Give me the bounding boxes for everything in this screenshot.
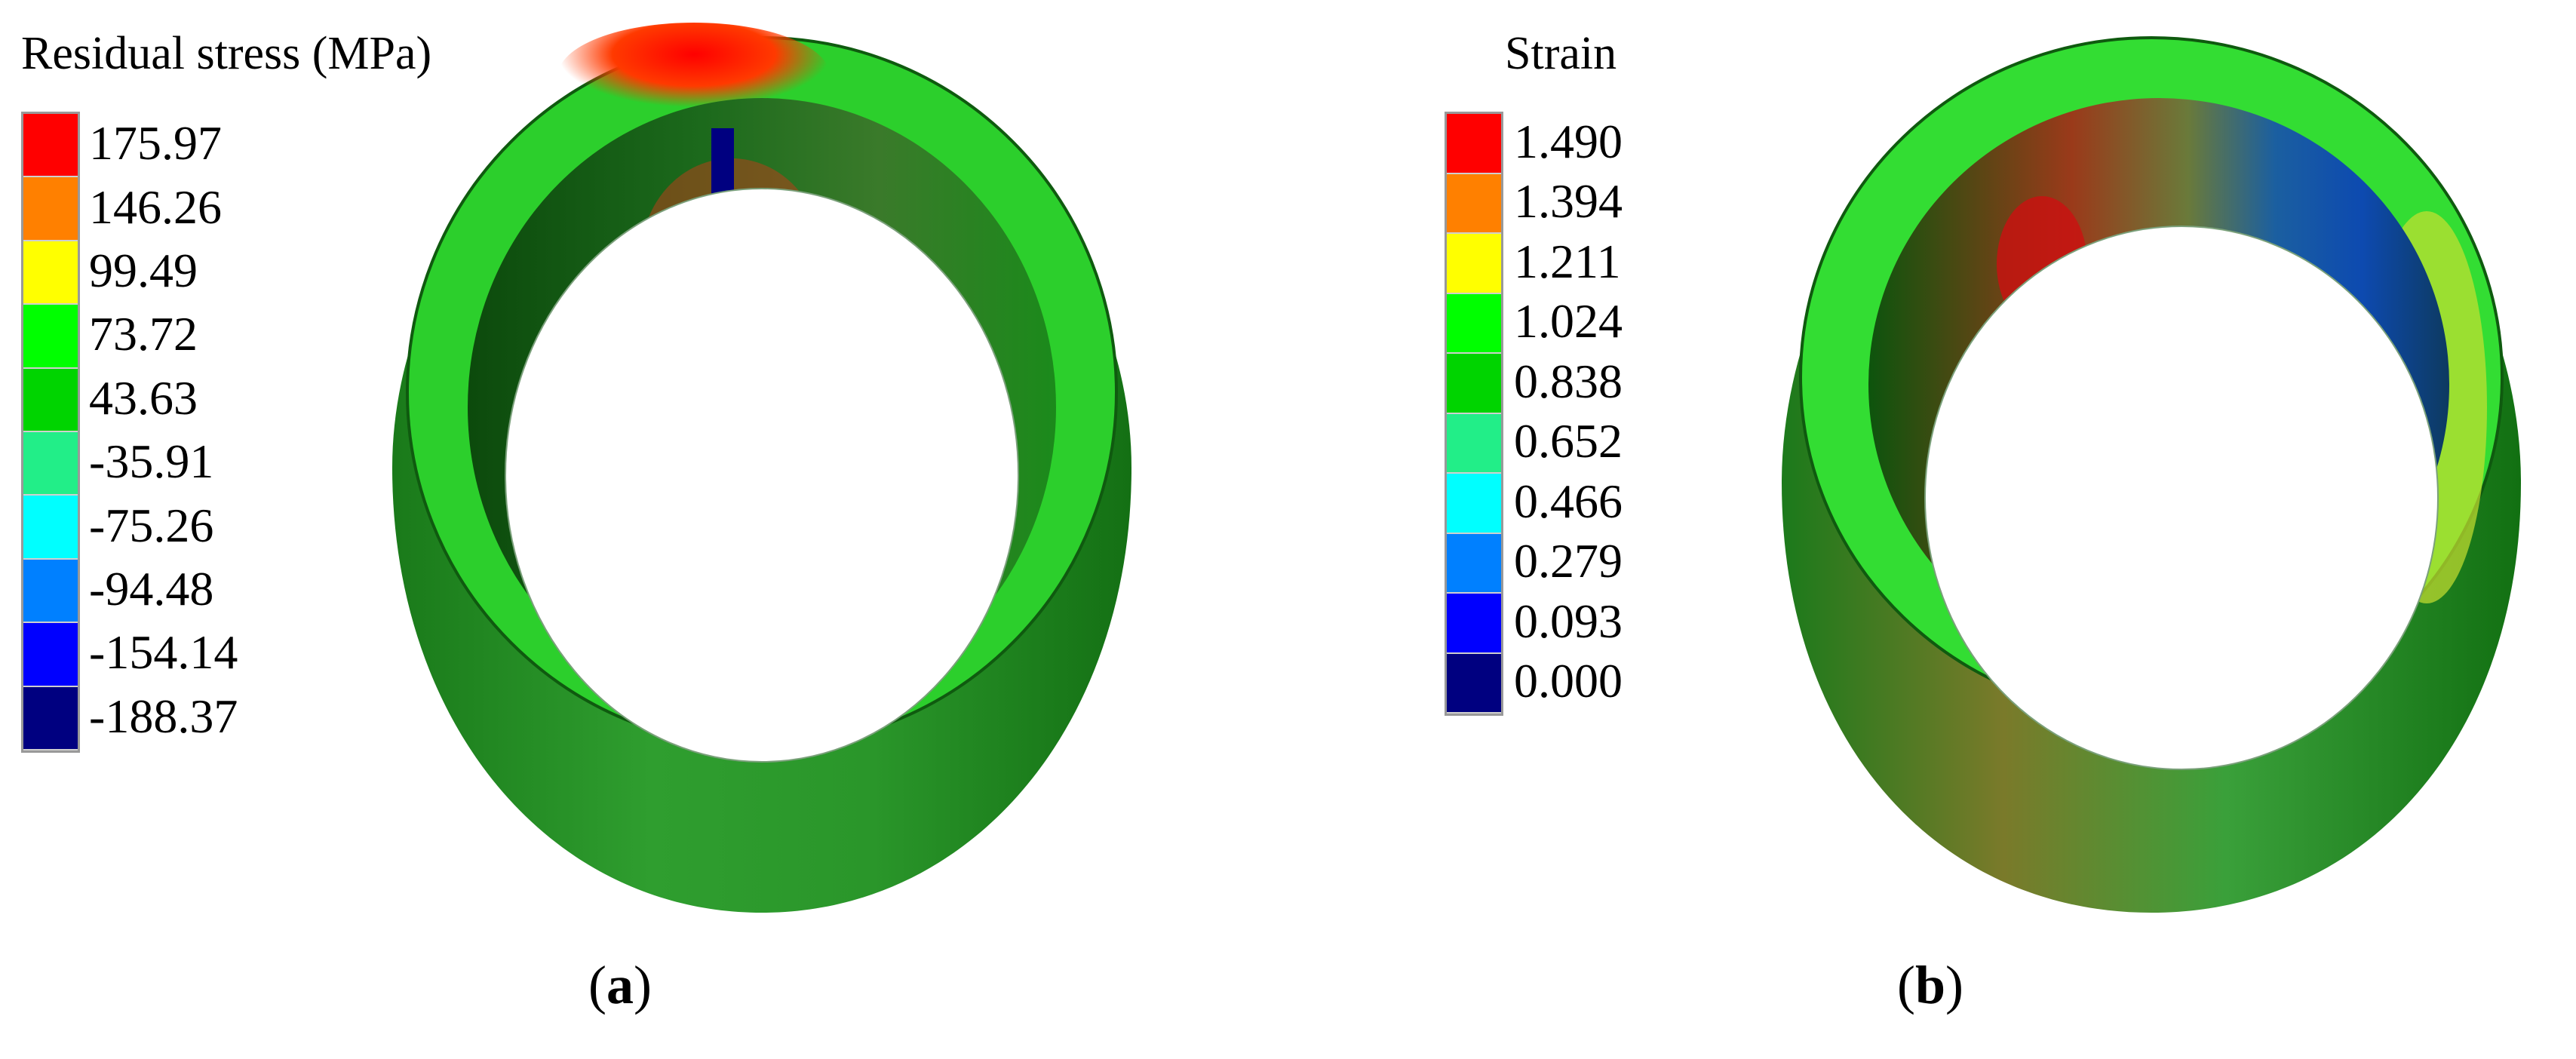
legend-swatch	[23, 623, 78, 687]
panel-a: Residual stress (MPa) 175.97 146.26 99.49 7…	[21, 23, 1131, 1015]
legend-title-b: Strain	[1505, 28, 1617, 79]
legend-swatch	[23, 686, 78, 751]
legend-swatch	[23, 368, 78, 432]
legend-swatch	[23, 114, 78, 178]
legend-value: 146.26	[89, 180, 222, 234]
panel-b: Strain 1.490 1.394 1.211 1.024 0.838 0.652 0.4…	[1288, 0, 2576, 1059]
strain-ring-model	[1782, 36, 2521, 913]
legend-swatch	[1447, 234, 1501, 294]
legend-swatch	[1447, 533, 1501, 594]
legend-swatch	[23, 432, 78, 496]
legend-value: 0.279	[1514, 534, 1623, 588]
legend-value: 0.093	[1514, 594, 1623, 648]
legend-value: 1.394	[1514, 174, 1623, 229]
legend-swatch	[23, 241, 78, 305]
legend-swatch	[23, 305, 78, 369]
legend-swatch	[1447, 413, 1501, 474]
legend-value: 0.466	[1514, 474, 1623, 528]
legend-value: 43.63	[89, 370, 198, 425]
legend-value: 0.838	[1514, 354, 1623, 408]
legend-swatch	[1447, 293, 1501, 354]
legend-value: -154.14	[89, 625, 238, 680]
legend-value: 175.97	[89, 116, 222, 170]
legend-value: 0.000	[1514, 654, 1623, 708]
legend-swatch	[1447, 474, 1501, 534]
legend-value: -188.37	[89, 689, 238, 743]
legend-value: 1.490	[1514, 114, 1623, 168]
color-legend-b	[1445, 112, 1503, 716]
legend-value: -35.91	[89, 434, 214, 489]
legend-value: -75.26	[89, 498, 214, 552]
legend-swatch	[1447, 114, 1501, 174]
legend-swatch	[1447, 653, 1501, 714]
legend-value: 99.49	[89, 244, 198, 297]
legend-swatch	[1447, 354, 1501, 414]
legend-value: 1.211	[1514, 234, 1621, 288]
legend-swatch	[23, 177, 78, 241]
color-legend-a	[21, 112, 80, 753]
caption-b: (b)	[1897, 955, 1964, 1015]
legend-swatch	[23, 559, 78, 624]
legend-title-a: Residual stress (MPa)	[21, 28, 432, 79]
stress-ring-model	[392, 23, 1131, 913]
caption-a: (a)	[588, 955, 652, 1015]
legend-swatch	[1447, 594, 1501, 654]
legend-value: 0.652	[1514, 414, 1623, 468]
legend-value: 1.024	[1514, 294, 1623, 348]
legend-value: -94.48	[89, 562, 214, 615]
legend-swatch	[23, 496, 78, 560]
legend-swatch	[1447, 173, 1501, 234]
legend-value: 73.72	[89, 307, 198, 361]
